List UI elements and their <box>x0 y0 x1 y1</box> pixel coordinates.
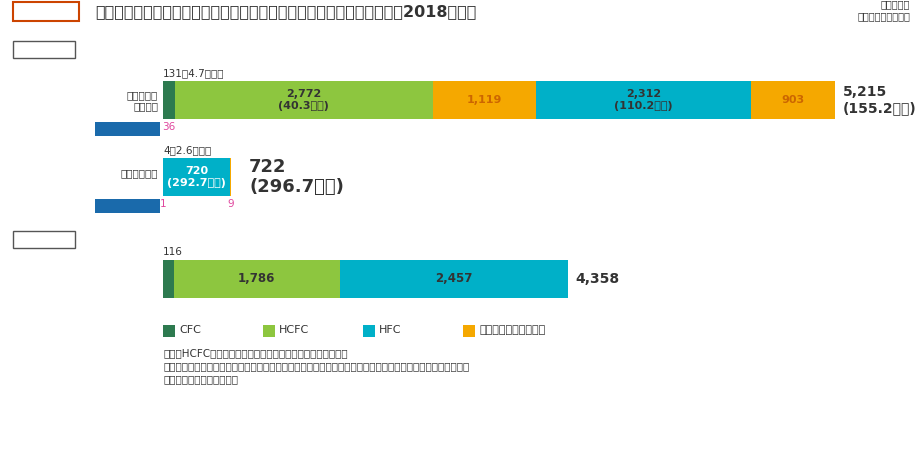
Text: 9: 9 <box>227 199 234 209</box>
Text: 903: 903 <box>782 95 805 105</box>
Text: 36: 36 <box>162 122 175 132</box>
Bar <box>433 81 536 119</box>
Text: 116: 116 <box>163 247 183 257</box>
Bar <box>163 260 174 298</box>
Text: 注１：HCFCはカーエアコンの冷媒として用いられていない。: 注１：HCFCはカーエアコンの冷媒として用いられていない。 <box>163 348 348 358</box>
FancyBboxPatch shape <box>13 2 79 21</box>
Bar <box>340 260 568 298</box>
Bar <box>163 325 175 337</box>
Bar <box>163 81 175 119</box>
Text: うち再利用等された量: うち再利用等された量 <box>479 325 545 335</box>
Bar <box>751 81 835 119</box>
Text: 空調機器: 空調機器 <box>133 101 158 111</box>
Text: 4（2.6万台）: 4（2.6万台） <box>163 145 211 155</box>
Bar <box>263 325 275 337</box>
Bar <box>363 325 375 337</box>
Text: 図1-3-2: 図1-3-2 <box>24 5 68 18</box>
Text: 720
(292.7万台): 720 (292.7万台) <box>167 166 226 188</box>
Text: CFC: CFC <box>179 325 201 335</box>
FancyBboxPatch shape <box>95 199 160 213</box>
FancyBboxPatch shape <box>13 231 75 248</box>
Text: ２：破壊した量は、業務用冷凍空調機器及びカーエアコンから回収されたフロン類の合計の破壊量である。: ２：破壊した量は、業務用冷凍空調機器及びカーエアコンから回収されたフロン類の合計… <box>163 361 469 371</box>
Bar <box>163 158 230 196</box>
Text: 再利用合計：2,058トン: 再利用合計：2,058トン <box>98 125 157 133</box>
Text: 2,457: 2,457 <box>435 272 473 286</box>
Bar <box>463 325 475 337</box>
Bar <box>175 81 433 119</box>
Text: 資料：経済産業省、環境省: 資料：経済産業省、環境省 <box>163 374 238 384</box>
Text: 単位：トン
（）は回収した台数: 単位：トン （）は回収した台数 <box>857 0 910 21</box>
Text: 破壊した量: 破壊した量 <box>28 235 61 245</box>
Text: HFC: HFC <box>379 325 402 335</box>
Text: 5,215
(155.2万台): 5,215 (155.2万台) <box>843 85 917 115</box>
Text: 131（4.7万台）: 131（4.7万台） <box>163 68 224 78</box>
Text: 4,358: 4,358 <box>576 272 620 286</box>
Text: HCFC: HCFC <box>279 325 309 335</box>
Text: 回収した量: 回収した量 <box>28 44 61 54</box>
Text: 2,772
(40.3万台): 2,772 (40.3万台) <box>279 89 330 111</box>
Text: 1,119: 1,119 <box>467 95 502 105</box>
Text: 722
(296.7万台): 722 (296.7万台) <box>249 158 344 197</box>
Bar <box>174 260 340 298</box>
FancyBboxPatch shape <box>13 41 75 58</box>
Text: カーエアコン: カーエアコン <box>121 168 158 178</box>
Text: 1,786: 1,786 <box>238 272 275 286</box>
Text: 2,312
(110.2万台): 2,312 (110.2万台) <box>615 89 673 111</box>
Text: 業務用冷凍: 業務用冷凍 <box>126 90 158 100</box>
FancyBboxPatch shape <box>95 122 160 136</box>
Text: 1: 1 <box>160 199 166 209</box>
Text: 再利用合計：9トン: 再利用合計：9トン <box>106 201 149 210</box>
Bar <box>536 81 751 119</box>
Text: 業務用冷凍空調機器・カーエアコンからのフロン類の回収・破壊量等（2018年度）: 業務用冷凍空調機器・カーエアコンからのフロン類の回収・破壊量等（2018年度） <box>95 4 476 19</box>
